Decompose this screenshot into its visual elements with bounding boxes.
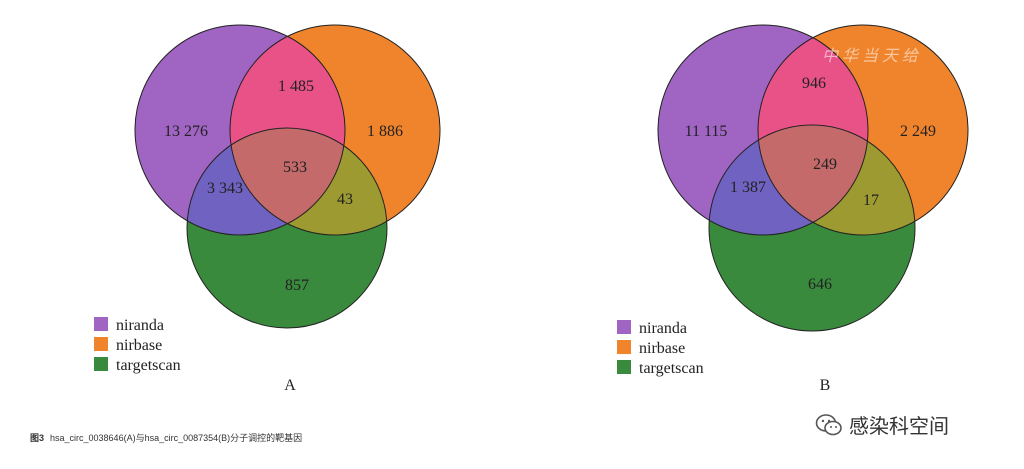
legend-label-targetscan: targetscan [639,360,704,377]
figure-caption-prefix: 图3 [30,433,45,443]
legend-swatch-targetscan [617,360,631,374]
legend-label-niranda: niranda [116,317,164,334]
region-ab-label: 946 [802,75,826,92]
legend-swatch-nirbase [617,340,631,354]
region-ac-label: 1 387 [730,179,766,196]
venn-panel-b: 11 115 946 2 249 1 387 249 17 646 nirand… [617,24,969,394]
venn-panel-a: 13 276 1 485 1 886 3 343 533 43 857 nira… [94,24,441,394]
panel-label-a: A [284,377,296,394]
legend-b: niranda nirbase targetscan [617,320,704,377]
region-b-label: 2 249 [900,123,936,140]
legend-swatch-niranda [617,320,631,334]
watermark-text: 感染科空间 [849,414,949,438]
panel-label-b: B [820,377,831,394]
region-ab-label: 1 485 [278,78,314,95]
legend-label-targetscan: targetscan [116,357,181,374]
region-abc-label: 533 [283,159,307,176]
figure-caption: 图3 hsa_circ_0038646(A)与hsa_circ_0087354(B… [30,431,302,444]
region-a-label: 13 276 [164,123,208,140]
legend-a: niranda nirbase targetscan [94,317,181,374]
legend-swatch-niranda [94,317,108,331]
region-c-label: 646 [808,276,832,293]
region-bc-label: 17 [863,192,879,209]
stamp-watermark: 中华当天给 [822,46,923,65]
region-ac-label: 3 343 [207,180,243,197]
region-bc-label: 43 [337,191,353,208]
legend-label-nirbase: nirbase [116,337,162,354]
figure-caption-text: hsa_circ_0038646(A)与hsa_circ_0087354(B)分… [50,433,303,443]
wechat-watermark: 感染科空间 [815,410,949,439]
legend-label-niranda: niranda [639,320,687,337]
region-b-label: 1 886 [367,123,403,140]
legend-label-nirbase: nirbase [639,340,685,357]
legend-swatch-targetscan [94,357,108,371]
region-c-label: 857 [285,277,309,294]
wechat-icon [815,413,842,435]
region-abc-label: 249 [813,156,837,173]
region-a-label: 11 115 [685,123,728,140]
legend-swatch-nirbase [94,337,108,351]
